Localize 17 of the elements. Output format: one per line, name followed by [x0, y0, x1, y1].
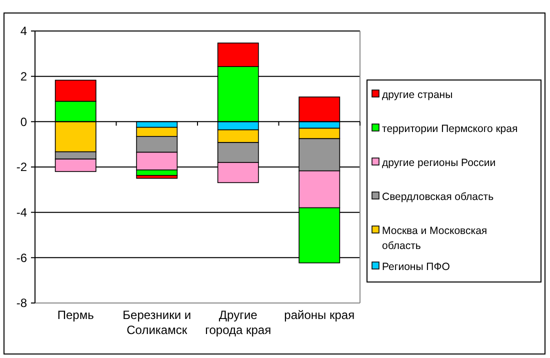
x-tick-label: районы края	[284, 308, 355, 322]
y-tick-label: 0	[20, 114, 28, 129]
y-tick-label: -4	[16, 206, 28, 220]
y-tick-label: 4	[20, 24, 28, 38]
legend-label: Регионы ПФО	[382, 261, 450, 273]
legend-label: другие страны	[382, 89, 453, 101]
x-tick-label: Березники и Соликамск	[122, 308, 192, 337]
legend-label: другие регионы России	[382, 157, 496, 169]
x-tick-label: Другие города края	[205, 308, 272, 337]
y-tick-label: -8	[16, 296, 28, 310]
y-tick-label: -2	[16, 160, 28, 174]
y-tick-label: -6	[16, 250, 28, 265]
legend-label: территории Пермского края	[382, 123, 518, 135]
legend-label: Москва и Московская область	[382, 225, 488, 252]
y-tick-label: 2	[20, 70, 28, 84]
x-tick-label: Пермь	[57, 308, 94, 322]
legend-label: Свердловская область	[382, 191, 494, 203]
